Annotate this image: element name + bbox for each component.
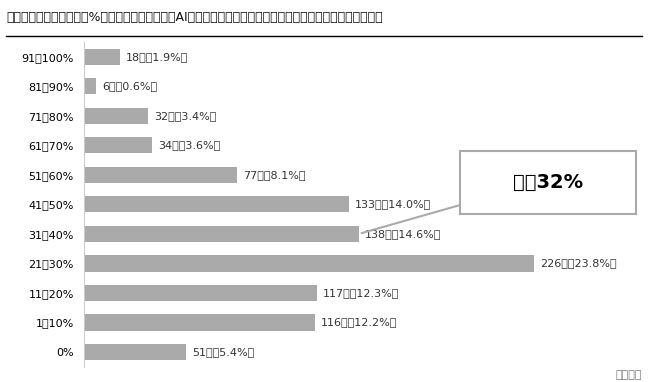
Bar	[84, 108, 148, 124]
Text: 226人（23.8%）: 226人（23.8%）	[540, 258, 617, 269]
Bar	[84, 255, 534, 272]
Bar	[84, 78, 96, 94]
Bar	[84, 49, 120, 65]
Text: 6人（0.6%）: 6人（0.6%）	[102, 81, 157, 91]
Text: 138人（14.6%）: 138人（14.6%）	[365, 229, 441, 239]
Text: 34人（3.6%）: 34人（3.6%）	[158, 140, 220, 151]
Bar	[84, 226, 359, 242]
Text: 32人（3.4%）: 32人（3.4%）	[154, 111, 216, 121]
Bar	[84, 137, 152, 154]
Text: 平匇32%: 平匇32%	[513, 173, 583, 192]
Bar	[84, 196, 349, 212]
Bar	[84, 167, 237, 183]
Text: 133人（14.0%）: 133人（14.0%）	[355, 199, 431, 209]
Text: 51人（5.4%）: 51人（5.4%）	[192, 347, 254, 357]
Text: 18人（1.9%）: 18人（1.9%）	[126, 52, 189, 62]
Bar	[84, 314, 315, 330]
Bar	[84, 285, 317, 301]
Text: 116人（12.2%）: 116人（12.2%）	[321, 317, 397, 327]
Text: 77人（8.1%）: 77人（8.1%）	[244, 170, 306, 180]
Bar	[84, 344, 186, 360]
FancyBboxPatch shape	[460, 151, 636, 214]
Text: あなたの現在の仕事の何%が将来的にシステム、AI、ロボット等のテクノロジーに代替されると思いますか。: あなたの現在の仕事の何%が将来的にシステム、AI、ロボット等のテクノロジーに代替…	[6, 11, 383, 24]
Text: 117人（12.3%）: 117人（12.3%）	[323, 288, 399, 298]
Text: 単一回答: 単一回答	[615, 370, 642, 380]
